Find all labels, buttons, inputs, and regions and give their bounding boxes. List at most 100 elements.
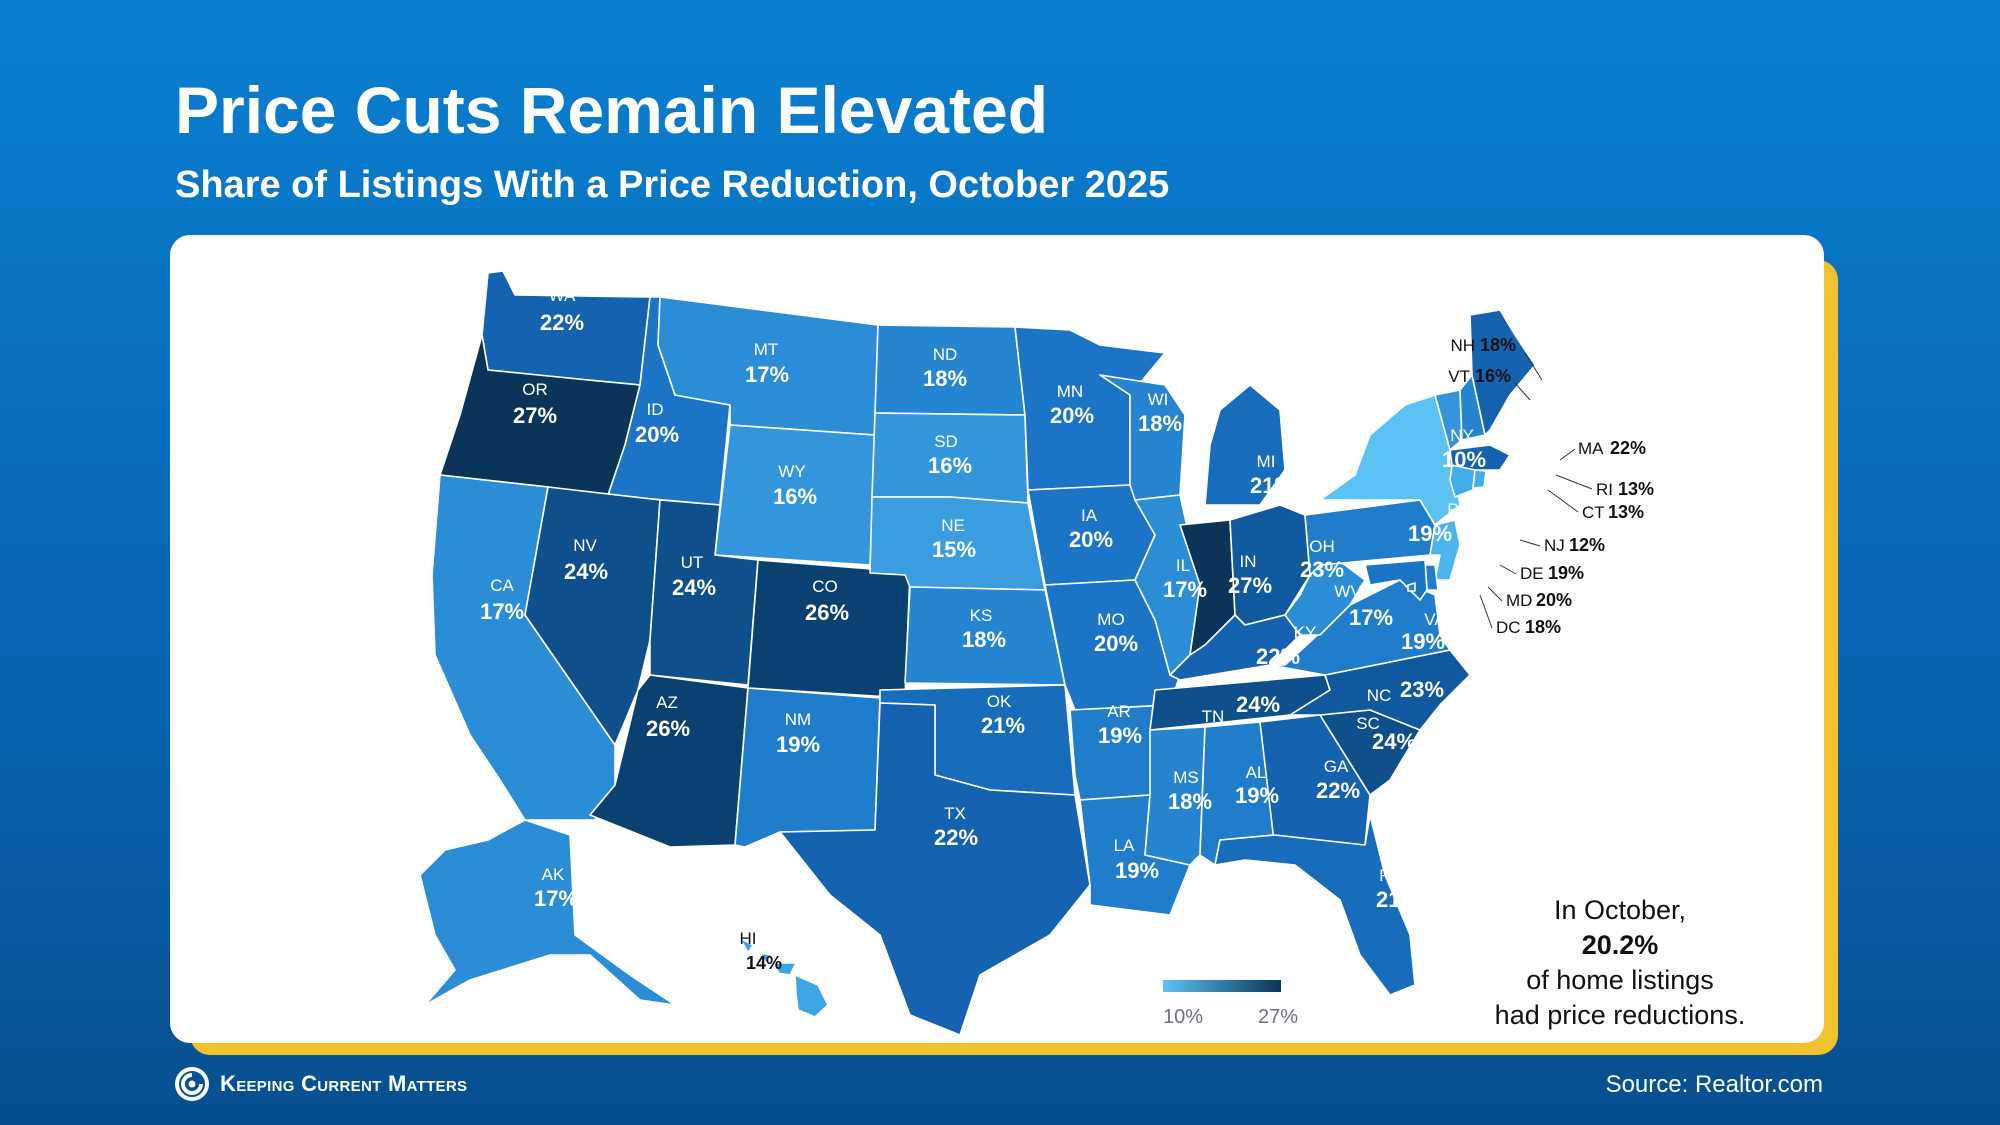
label-tn: TN 24% [1202, 692, 1280, 726]
label-nm: NM 19% [776, 710, 820, 757]
label-ny: NY 10% [1442, 426, 1486, 472]
svg-text:18%: 18% [962, 627, 1006, 652]
label-sd: SD 16% [928, 432, 972, 478]
svg-text:RI: RI [1596, 480, 1613, 499]
brand-swirl-icon [175, 1067, 209, 1101]
state-va [1269, 579, 1451, 676]
svg-text:24%: 24% [1236, 692, 1280, 717]
svg-text:22%: 22% [1610, 438, 1646, 458]
label-la: LA 19% [1114, 836, 1159, 883]
state-tx [779, 702, 1091, 1036]
svg-text:OH: OH [1309, 537, 1335, 556]
label-ca: CA 17% [480, 576, 524, 624]
state-fl [1214, 814, 1416, 996]
svg-text:MD: MD [1506, 591, 1532, 610]
brand-name: Keeping Current Matters [220, 1071, 468, 1096]
label-mn: MN 20% [1050, 382, 1094, 428]
label-mo: MO 20% [1094, 610, 1138, 656]
svg-text:26%: 26% [646, 716, 690, 741]
svg-text:22%: 22% [1256, 644, 1300, 669]
state-ky [1169, 614, 1301, 681]
svg-text:IA: IA [1081, 506, 1098, 525]
label-ma: MA 22% [1559, 438, 1646, 461]
svg-text:22%: 22% [1550, 346, 1594, 371]
label-co: CO 26% [805, 577, 849, 625]
svg-text:IL: IL [1176, 556, 1190, 575]
label-wv: WV 17% [1334, 582, 1393, 630]
svg-text:20%: 20% [635, 422, 679, 447]
label-az: AZ 26% [646, 693, 690, 741]
svg-text:27%: 27% [1228, 573, 1272, 598]
source-credit: Source: Realtor.com [1605, 1071, 1823, 1098]
label-in: IN 27% [1228, 552, 1272, 598]
svg-text:17%: 17% [1349, 605, 1393, 630]
state-shapes [419, 270, 1536, 1036]
svg-text:24%: 24% [1372, 729, 1416, 754]
state-ct [1449, 464, 1476, 498]
svg-text:VA: VA [1424, 610, 1446, 629]
us-map: WA 22% OR 27% CA 17% ID 20% NV 24% MT 17% WY 16… [419, 270, 1654, 1036]
svg-text:VT: VT [1448, 367, 1470, 386]
svg-text:19%: 19% [1408, 521, 1452, 546]
label-nc: NC 23% [1367, 677, 1444, 705]
svg-text:SC: SC [1356, 714, 1380, 733]
label-de: DE 19% [1499, 563, 1584, 583]
svg-text:20%: 20% [1050, 403, 1094, 428]
label-vt: VT 16% [1448, 366, 1531, 401]
svg-text:22%: 22% [540, 310, 584, 335]
label-fl: FL 21% [1376, 866, 1420, 912]
page-subtitle: Share of Listings With a Price Reduction… [175, 164, 1170, 206]
label-hi: HI 14% [740, 929, 783, 973]
label-ga: GA 22% [1316, 757, 1360, 803]
label-nv: NV 24% [564, 536, 608, 584]
svg-text:19%: 19% [1098, 723, 1142, 748]
label-me: ME 22% [1550, 325, 1594, 371]
svg-text:MS: MS [1173, 768, 1199, 787]
state-ga [1259, 714, 1371, 851]
page-title: Price Cuts Remain Elevated [175, 73, 1049, 147]
svg-text:TN: TN [1202, 707, 1225, 726]
callout-line-2: of home listings [1526, 965, 1714, 995]
label-wa: WA 22% [540, 286, 584, 335]
legend-max-label: 27% [1258, 1006, 1298, 1028]
state-dc [1407, 582, 1416, 592]
svg-text:LA: LA [1114, 836, 1135, 855]
svg-text:TX: TX [944, 804, 966, 823]
svg-text:17%: 17% [480, 599, 524, 624]
svg-text:16%: 16% [928, 453, 972, 478]
svg-text:ME: ME [1558, 325, 1584, 344]
svg-text:23%: 23% [1400, 677, 1444, 702]
svg-text:19%: 19% [1548, 563, 1584, 583]
svg-text:WY: WY [778, 462, 805, 481]
svg-text:IN: IN [1240, 552, 1257, 571]
svg-text:AL: AL [1246, 763, 1267, 782]
state-ak [419, 819, 676, 1006]
callout-line-3: had price reductions. [1494, 1000, 1746, 1030]
svg-text:NJ: NJ [1544, 536, 1565, 555]
svg-text:18%: 18% [1480, 335, 1516, 355]
svg-text:GA: GA [1324, 757, 1349, 776]
label-ar: AR 19% [1098, 702, 1142, 748]
map-card: WA 22% OR 27% CA 17% ID 20% NV 24% MT 17% WY 16… [170, 235, 1824, 1043]
label-wi: WI 18% [1138, 390, 1182, 436]
svg-text:20%: 20% [1536, 590, 1572, 610]
callout-line-1: In October, [1553, 895, 1687, 925]
state-me [1469, 309, 1536, 436]
svg-text:18%: 18% [1168, 789, 1212, 814]
svg-text:23%: 23% [1300, 557, 1344, 582]
svg-text:NM: NM [785, 710, 811, 729]
svg-text:NY: NY [1450, 426, 1474, 445]
label-il: IL 17% [1163, 556, 1207, 602]
svg-text:19%: 19% [1401, 629, 1445, 654]
label-id: ID 20% [635, 400, 679, 447]
svg-text:AR: AR [1107, 702, 1131, 721]
label-ms: MS 18% [1168, 768, 1212, 814]
label-or: OR 27% [513, 380, 557, 428]
svg-text:ND: ND [933, 345, 958, 364]
svg-text:DE: DE [1520, 564, 1544, 583]
label-wy: WY 16% [773, 462, 817, 509]
legend-gradient-bar [1163, 980, 1281, 992]
